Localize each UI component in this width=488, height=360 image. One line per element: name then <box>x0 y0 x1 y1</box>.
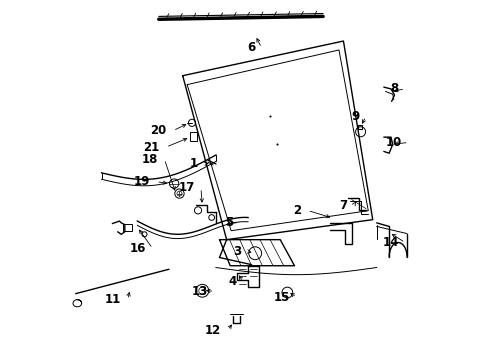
Text: 14: 14 <box>382 236 398 249</box>
Text: 12: 12 <box>204 324 221 337</box>
Text: 9: 9 <box>350 110 359 123</box>
Text: 3: 3 <box>232 245 241 258</box>
Text: 6: 6 <box>246 41 255 54</box>
Text: 2: 2 <box>292 204 300 217</box>
Text: 20: 20 <box>150 124 166 137</box>
Text: 15: 15 <box>273 291 290 304</box>
Text: 1: 1 <box>189 157 197 170</box>
Text: 18: 18 <box>142 153 158 166</box>
Text: 7: 7 <box>339 198 346 212</box>
Text: 19: 19 <box>133 175 149 188</box>
Bar <box>123 224 132 231</box>
Text: 4: 4 <box>228 275 236 288</box>
Text: 11: 11 <box>105 293 121 306</box>
Text: 17: 17 <box>178 181 194 194</box>
Text: 8: 8 <box>390 82 398 95</box>
Bar <box>190 132 196 141</box>
Text: 5: 5 <box>224 216 233 229</box>
Text: 16: 16 <box>130 242 146 255</box>
Text: 21: 21 <box>143 141 159 154</box>
Text: 10: 10 <box>386 136 402 149</box>
Text: 13: 13 <box>191 285 207 298</box>
